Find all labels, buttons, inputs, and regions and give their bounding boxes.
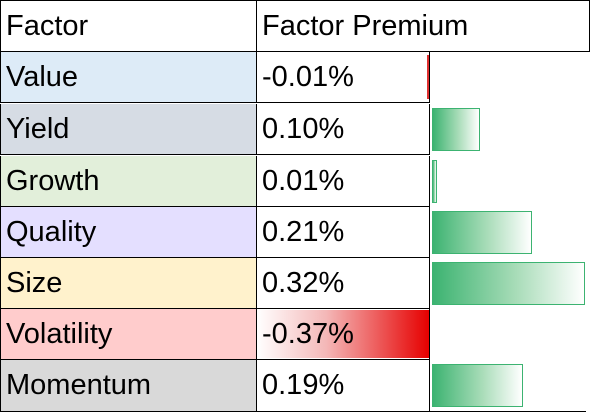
premium-value: -0.37% [262,317,354,350]
factor-cell: Momentum [0,360,257,412]
factor-name: Yield [6,112,70,145]
factor-name: Value [6,60,79,93]
premium-cell: 0.01% [257,156,430,207]
factor-name: Volatility [6,317,113,350]
bar-cell [430,360,586,412]
header-factor-label: Factor [6,9,89,42]
premium-cell: 0.10% [257,104,430,155]
factor-name: Momentum [6,369,152,401]
negative-premium-bar [257,310,429,358]
premium-value: 0.10% [262,112,345,145]
factor-cell: Growth [0,156,257,207]
premium-cell: 0.32% [257,258,430,309]
negative-premium-bar [427,55,429,99]
premium-cell: 0.21% [257,207,430,258]
positive-premium-bar [432,364,523,407]
premium-value: 0.19% [262,369,345,401]
premium-cell: 0.19% [257,360,430,412]
factor-name: Growth [6,164,100,197]
factor-cell: Quality [0,207,257,258]
factor-cell: Yield [0,104,257,155]
premium-value: 0.01% [262,164,345,197]
bar-cell [430,104,586,155]
premium-cell: -0.01% [257,52,430,103]
header-premium: Factor Premium [257,0,590,52]
bar-cell [430,52,586,103]
factor-name: Quality [6,215,97,248]
header-premium-label: Factor Premium [262,9,469,42]
positive-premium-bar [432,211,532,254]
premium-cell: -0.37% [257,309,430,360]
factor-cell: Volatility [0,309,257,360]
bar-cell [430,258,586,309]
positive-premium-bar [432,108,480,151]
bar-cell [430,156,586,207]
positive-premium-bar [432,160,437,203]
premium-value: 0.32% [262,266,345,299]
premium-value: 0.21% [262,215,345,248]
bar-cell [430,207,586,258]
header-factor: Factor [0,0,257,52]
premium-value: -0.01% [262,60,354,93]
factor-cell: Size [0,258,257,309]
bar-cell [430,309,586,360]
positive-premium-bar [432,262,585,305]
factor-cell: Value [0,52,257,103]
factor-name: Size [6,266,63,299]
